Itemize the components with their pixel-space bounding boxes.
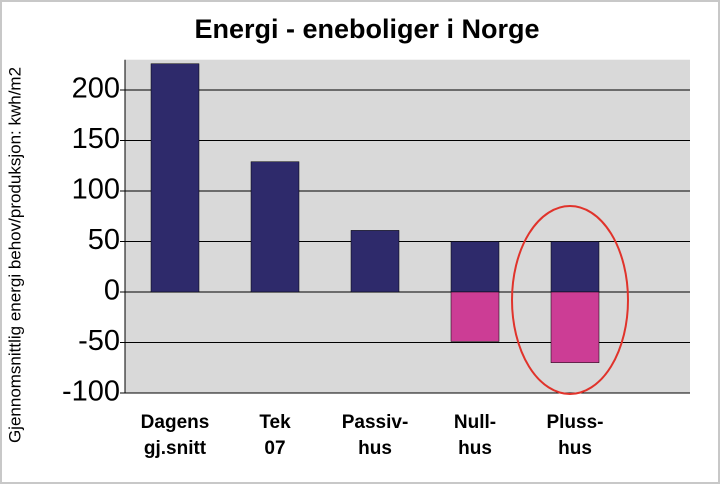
- plot-area: -100 -50 0 50 100 150 200 Dagens gj.snitt Tek 07 Pa…: [62, 59, 690, 459]
- x-tick-label: gj.snitt: [144, 438, 207, 459]
- bar: [450, 241, 500, 293]
- bar: [550, 241, 600, 293]
- x-tick-label: hus: [458, 438, 492, 459]
- y-tick-label: 100: [72, 174, 120, 206]
- x-tick-label: Null-: [454, 412, 496, 433]
- bar: [450, 291, 500, 342]
- x-tick-label: Dagens: [141, 412, 210, 433]
- bar: [550, 291, 600, 363]
- y-tick-label: 0: [104, 275, 120, 307]
- y-tick-label: 200: [72, 73, 120, 105]
- x-tick-label: hus: [558, 438, 592, 459]
- x-tick-label: Tek: [259, 412, 291, 433]
- x-tick-label: 07: [264, 438, 285, 459]
- chart-title: Energi - eneboliger i Norge: [194, 14, 539, 44]
- y-tick-label: 150: [72, 123, 120, 155]
- bar: [250, 161, 300, 293]
- y-axis-label: Gjennomsnittlig energi behov/produksjon:…: [5, 67, 24, 443]
- y-tick-label: -100: [62, 376, 120, 408]
- x-tick-label: Passiv-: [342, 412, 409, 433]
- bar: [150, 63, 200, 293]
- x-tick-label: hus: [358, 438, 392, 459]
- y-tick-label: 50: [88, 224, 120, 256]
- highlight-ellipse: [511, 205, 629, 395]
- x-tick-label: Pluss-: [546, 412, 603, 433]
- y-tick-label: -50: [78, 325, 120, 357]
- bar: [350, 230, 400, 293]
